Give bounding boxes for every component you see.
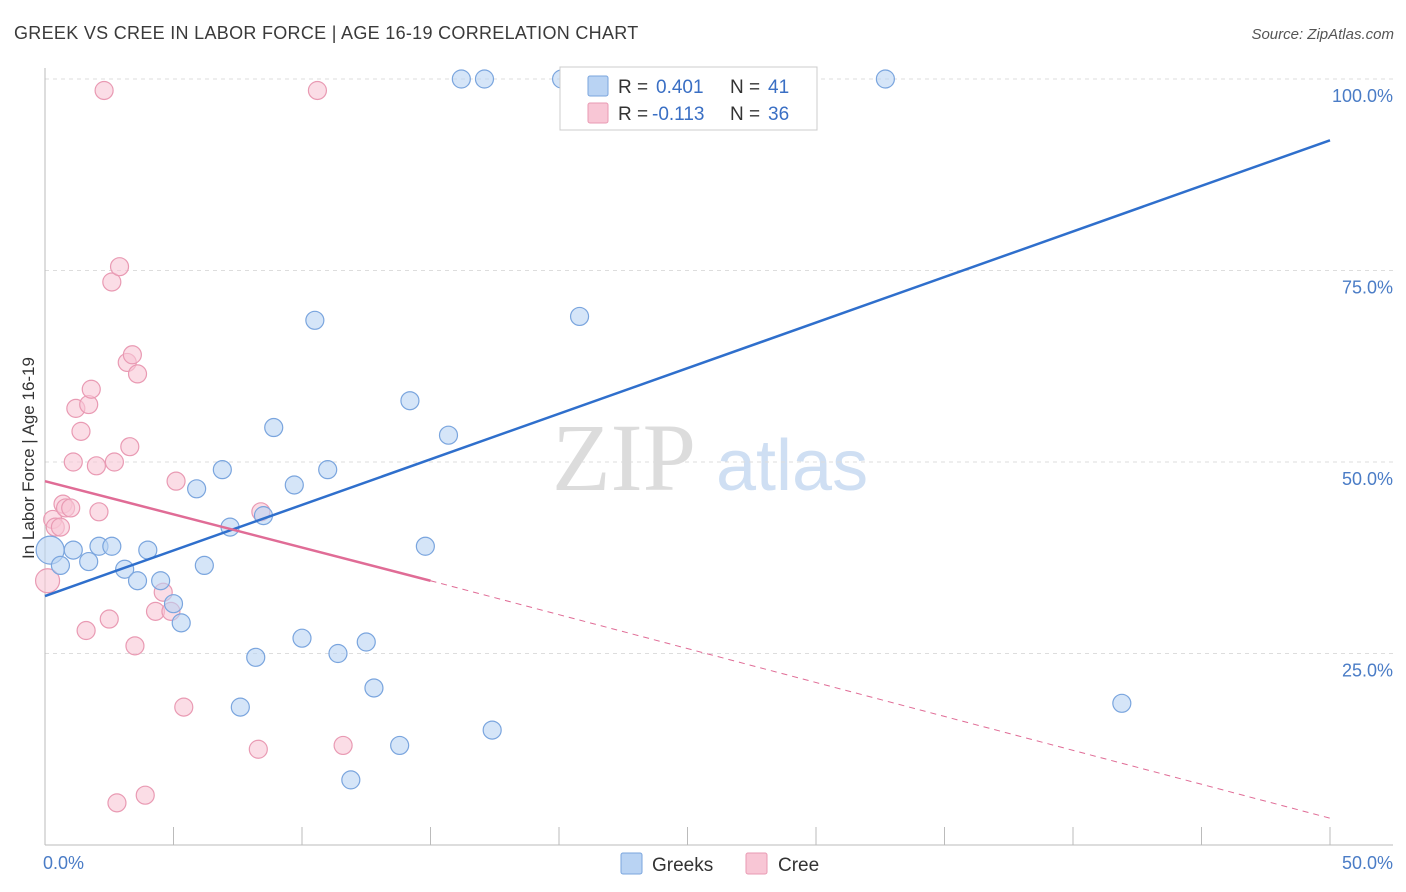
chart-title: GREEK VS CREE IN LABOR FORCE | AGE 16-19…: [14, 23, 639, 43]
greeks-point-27: [364, 678, 384, 698]
greeks-point-5: [102, 536, 122, 556]
series-legend-label-greeks: Greeks: [652, 855, 713, 876]
greeks-point-34: [482, 720, 502, 740]
gridlines: [45, 78, 1393, 654]
greeks-point-7: [127, 571, 148, 591]
legend-swatch-cree: [587, 102, 609, 124]
cree-point-24: [125, 636, 145, 656]
greeks-point-28: [390, 735, 410, 756]
y-tick-label-2: 75.0%: [1342, 278, 1393, 298]
greeks-point-39: [1112, 693, 1132, 713]
watermark-zip: ZIP: [552, 404, 696, 511]
greeks-point-24: [328, 643, 348, 664]
cree-trendline-extension: [430, 580, 1331, 819]
cree-point-35: [333, 735, 353, 756]
cree-point-20: [109, 257, 130, 277]
y-tick-label-3: 100.0%: [1332, 86, 1393, 106]
greeks-point-19: [264, 417, 284, 438]
y-tick-labels: 25.0% 50.0% 75.0% 100.0%: [1332, 86, 1393, 681]
cree-point-15: [94, 80, 114, 101]
cree-point-26: [135, 785, 155, 805]
cree-point-34: [307, 80, 328, 101]
cree-point-16: [99, 609, 119, 629]
cree-point-14: [89, 502, 109, 522]
greeks-point-30: [415, 536, 435, 556]
greeks-point-9: [151, 571, 171, 591]
correlation-legend: R = 0.401 N = 41 R = -0.113 N = 36: [559, 66, 818, 131]
greeks-point-23: [318, 460, 338, 480]
cree-point-7: [63, 452, 83, 472]
legend-r-label-cree: R =: [618, 104, 648, 125]
cree-points: [34, 80, 353, 813]
x-tick-label-1: 50.0%: [1342, 853, 1393, 873]
y-tick-label-0: 25.0%: [1342, 661, 1393, 681]
greeks-point-38: [875, 69, 895, 89]
y-tick-label-1: 50.0%: [1342, 469, 1393, 489]
legend-n-label-greeks: N =: [730, 77, 760, 98]
cree-point-30: [166, 471, 186, 491]
legend-n-value-cree: 36: [768, 104, 789, 125]
greeks-point-36: [569, 306, 590, 327]
greeks-point-12: [187, 479, 207, 499]
series-legend-swatch-greeks: [620, 852, 643, 875]
greeks-point-25: [341, 770, 361, 790]
greeks-point-14: [212, 460, 232, 480]
greeks-point-2: [63, 540, 83, 560]
cree-point-19: [107, 793, 127, 813]
greeks-points: [35, 69, 1132, 790]
greeks-point-13: [194, 555, 214, 576]
trendlines: [44, 139, 1331, 819]
greeks-point-17: [246, 647, 266, 667]
greeks-point-3: [79, 551, 99, 572]
x-tick-label-0: 0.0%: [43, 853, 84, 873]
cree-point-3: [50, 517, 71, 537]
cree-point-10: [76, 620, 96, 641]
legend-swatch-greeks: [587, 75, 609, 97]
cree-point-25: [127, 364, 148, 384]
greeks-point-33: [474, 69, 495, 89]
cree-point-13: [86, 456, 107, 476]
series-legend: Greeks Cree: [620, 852, 819, 876]
cree-trendline: [44, 479, 431, 582]
cree-point-9: [71, 421, 91, 441]
cree-point-32: [248, 739, 268, 759]
greeks-point-10: [163, 594, 184, 614]
watermark-atlas: atlas: [716, 426, 868, 506]
greeks-trendline: [44, 139, 1331, 598]
greeks-point-32: [451, 69, 471, 89]
series-legend-swatch-cree: [745, 852, 768, 875]
greeks-point-6: [115, 559, 135, 579]
greeks-point-22: [305, 310, 325, 330]
legend-r-value-greeks: 0.401: [656, 77, 704, 98]
cree-point-18: [104, 452, 124, 472]
cree-point-22: [120, 437, 140, 457]
x-tick-labels: 0.0% 50.0%: [43, 853, 1393, 873]
greeks-point-16: [230, 697, 250, 717]
greeks-point-21: [292, 628, 312, 648]
legend-r-value-cree: -0.113: [652, 104, 704, 125]
cree-point-23: [122, 345, 142, 365]
greeks-point-1: [50, 555, 71, 576]
cree-point-12: [81, 379, 101, 399]
axes: [44, 68, 1393, 846]
greeks-point-11: [171, 613, 191, 633]
greeks-point-26: [356, 632, 376, 652]
legend-n-label-cree: N =: [730, 104, 760, 125]
legend-r-label-greeks: R =: [618, 77, 648, 98]
cree-point-0: [34, 568, 61, 594]
greeks-point-20: [284, 475, 304, 495]
greeks-point-29: [400, 391, 420, 411]
greeks-point-31: [438, 425, 459, 445]
cree-point-31: [174, 697, 194, 717]
legend-n-value-greeks: 41: [768, 77, 789, 98]
cree-point-17: [102, 272, 122, 292]
watermark: ZIP atlas: [552, 404, 868, 511]
cree-point-6: [61, 498, 81, 518]
y-axis-label: In Labor Force | Age 16-19: [19, 357, 38, 559]
chart-source: Source: ZipAtlas.com: [1251, 26, 1394, 43]
series-legend-label-cree: Cree: [778, 855, 819, 876]
